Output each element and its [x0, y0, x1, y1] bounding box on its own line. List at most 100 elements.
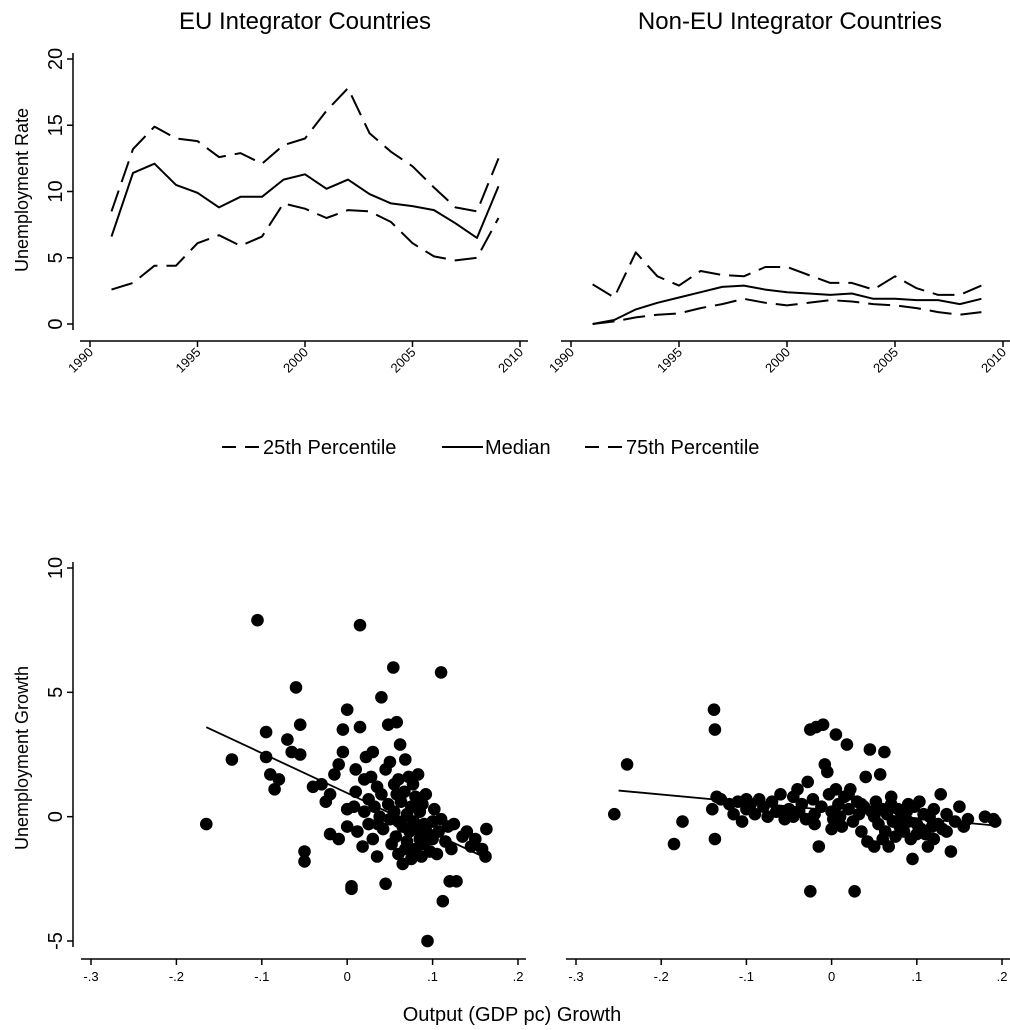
scatter-point	[676, 815, 689, 828]
scatter-point	[370, 850, 384, 863]
scatter-point	[351, 825, 364, 838]
scatter-point	[801, 775, 814, 789]
x-tick-label: -.3	[83, 969, 98, 984]
scatter-point	[323, 788, 337, 801]
scatter-point	[787, 810, 800, 823]
scatter-point	[405, 852, 418, 866]
scatter-point	[434, 666, 448, 679]
scatter-point	[328, 768, 341, 781]
scatter-point	[411, 768, 425, 781]
x-tick-label: -.1	[739, 969, 754, 984]
scatter-point	[353, 618, 367, 632]
y-tick-label: -5	[45, 932, 67, 950]
scatter-point	[298, 845, 311, 858]
scatter-point	[387, 661, 400, 674]
scatter-point	[707, 703, 721, 716]
scatter-point	[842, 788, 855, 801]
y-tick-label: 5	[45, 252, 67, 263]
scatter-point	[387, 805, 401, 818]
scatter-point	[878, 745, 891, 759]
scatter-point	[876, 832, 889, 846]
scatter-point	[389, 830, 403, 843]
x-tick-label: .1	[911, 969, 922, 984]
scatter-point	[927, 802, 941, 816]
scatter-point	[708, 723, 722, 736]
scatter-point	[953, 800, 966, 813]
scatter-point	[332, 832, 346, 846]
scatter-point	[366, 745, 380, 759]
scatter-point	[859, 770, 872, 784]
x-tick-label: 2005	[870, 345, 901, 376]
series-line-median	[110, 162, 500, 239]
scatter-point	[430, 847, 444, 861]
y-tick-label: 10	[45, 180, 67, 202]
scatter-point	[200, 817, 213, 831]
scatter-point	[436, 894, 450, 908]
scatter-point	[940, 807, 953, 821]
x-tick-label: 2010	[978, 345, 1009, 376]
scatter-point	[808, 817, 821, 831]
scatter-point	[735, 815, 749, 828]
scatter-point	[608, 807, 621, 821]
x-tick-label: -.3	[568, 969, 583, 984]
bottom-x-axis-label: Output (GDP pc) Growth	[403, 1004, 622, 1026]
bottom-y-axis-label: Unemployment Growth	[12, 666, 32, 850]
scatter-point	[480, 822, 493, 836]
scatter-point	[340, 820, 354, 833]
series-line-25th-percentile	[592, 297, 982, 325]
fit-line	[618, 789, 994, 827]
scatter-point	[897, 812, 911, 826]
y-tick-label: 0	[45, 318, 67, 329]
scatter-point	[353, 720, 367, 734]
scatter-point	[419, 820, 433, 833]
scatter-point	[706, 802, 719, 816]
x-tick-label: 2000	[280, 345, 311, 376]
x-tick-label: -.2	[169, 969, 184, 984]
scatter-point	[289, 681, 303, 694]
scatter-point	[375, 691, 388, 704]
series-line-75th-percentile	[110, 87, 500, 213]
scatter-point	[927, 832, 941, 846]
scatter-point	[390, 788, 404, 801]
scatter-point	[910, 827, 924, 841]
x-tick-label: -.2	[654, 969, 669, 984]
scatter-point	[791, 783, 804, 796]
scatter-point	[748, 807, 762, 821]
scatter-point	[268, 783, 281, 796]
scatter-point	[944, 845, 958, 858]
panel-eu-unemployment-rate: 1990 1995 2000 2005 2010 0 5 10 15 20	[45, 48, 528, 376]
scatter-point	[902, 797, 915, 811]
y-tick-label: 20	[45, 48, 67, 70]
scatter-point	[379, 877, 392, 891]
scatter-point	[399, 842, 412, 856]
scatter-point	[293, 718, 307, 731]
scatter-point	[272, 773, 286, 786]
scatter-point	[913, 795, 926, 808]
x-tick-label: .1	[427, 969, 438, 984]
scatter-point	[884, 790, 898, 804]
y-tick-label: 5	[45, 687, 67, 698]
y-tick-label: 10	[45, 557, 67, 579]
scatter-point	[366, 832, 380, 846]
scatter-point	[774, 788, 787, 801]
scatter-point	[727, 807, 740, 821]
scatter-point	[450, 875, 463, 888]
x-tick-label: -.1	[254, 969, 269, 984]
scatter-point	[383, 755, 397, 769]
y-tick-label: 0	[45, 811, 67, 822]
x-tick-label: 2010	[495, 345, 526, 376]
scatter-point	[345, 880, 358, 893]
scatter-point	[332, 758, 346, 771]
scatter-point	[620, 758, 634, 771]
scatter-point	[358, 805, 371, 818]
x-tick-label: .2	[513, 969, 524, 984]
legend-label-25th: 25th Percentile	[263, 437, 396, 459]
scatter-point	[806, 793, 820, 806]
x-tick-label: 2000	[762, 345, 793, 376]
scatter-point	[281, 733, 294, 746]
x-tick-label: 1995	[173, 345, 204, 376]
scatter-point	[356, 840, 369, 853]
scatter-point	[829, 783, 843, 796]
scatter-point	[349, 763, 363, 776]
scatter-point	[840, 738, 854, 751]
